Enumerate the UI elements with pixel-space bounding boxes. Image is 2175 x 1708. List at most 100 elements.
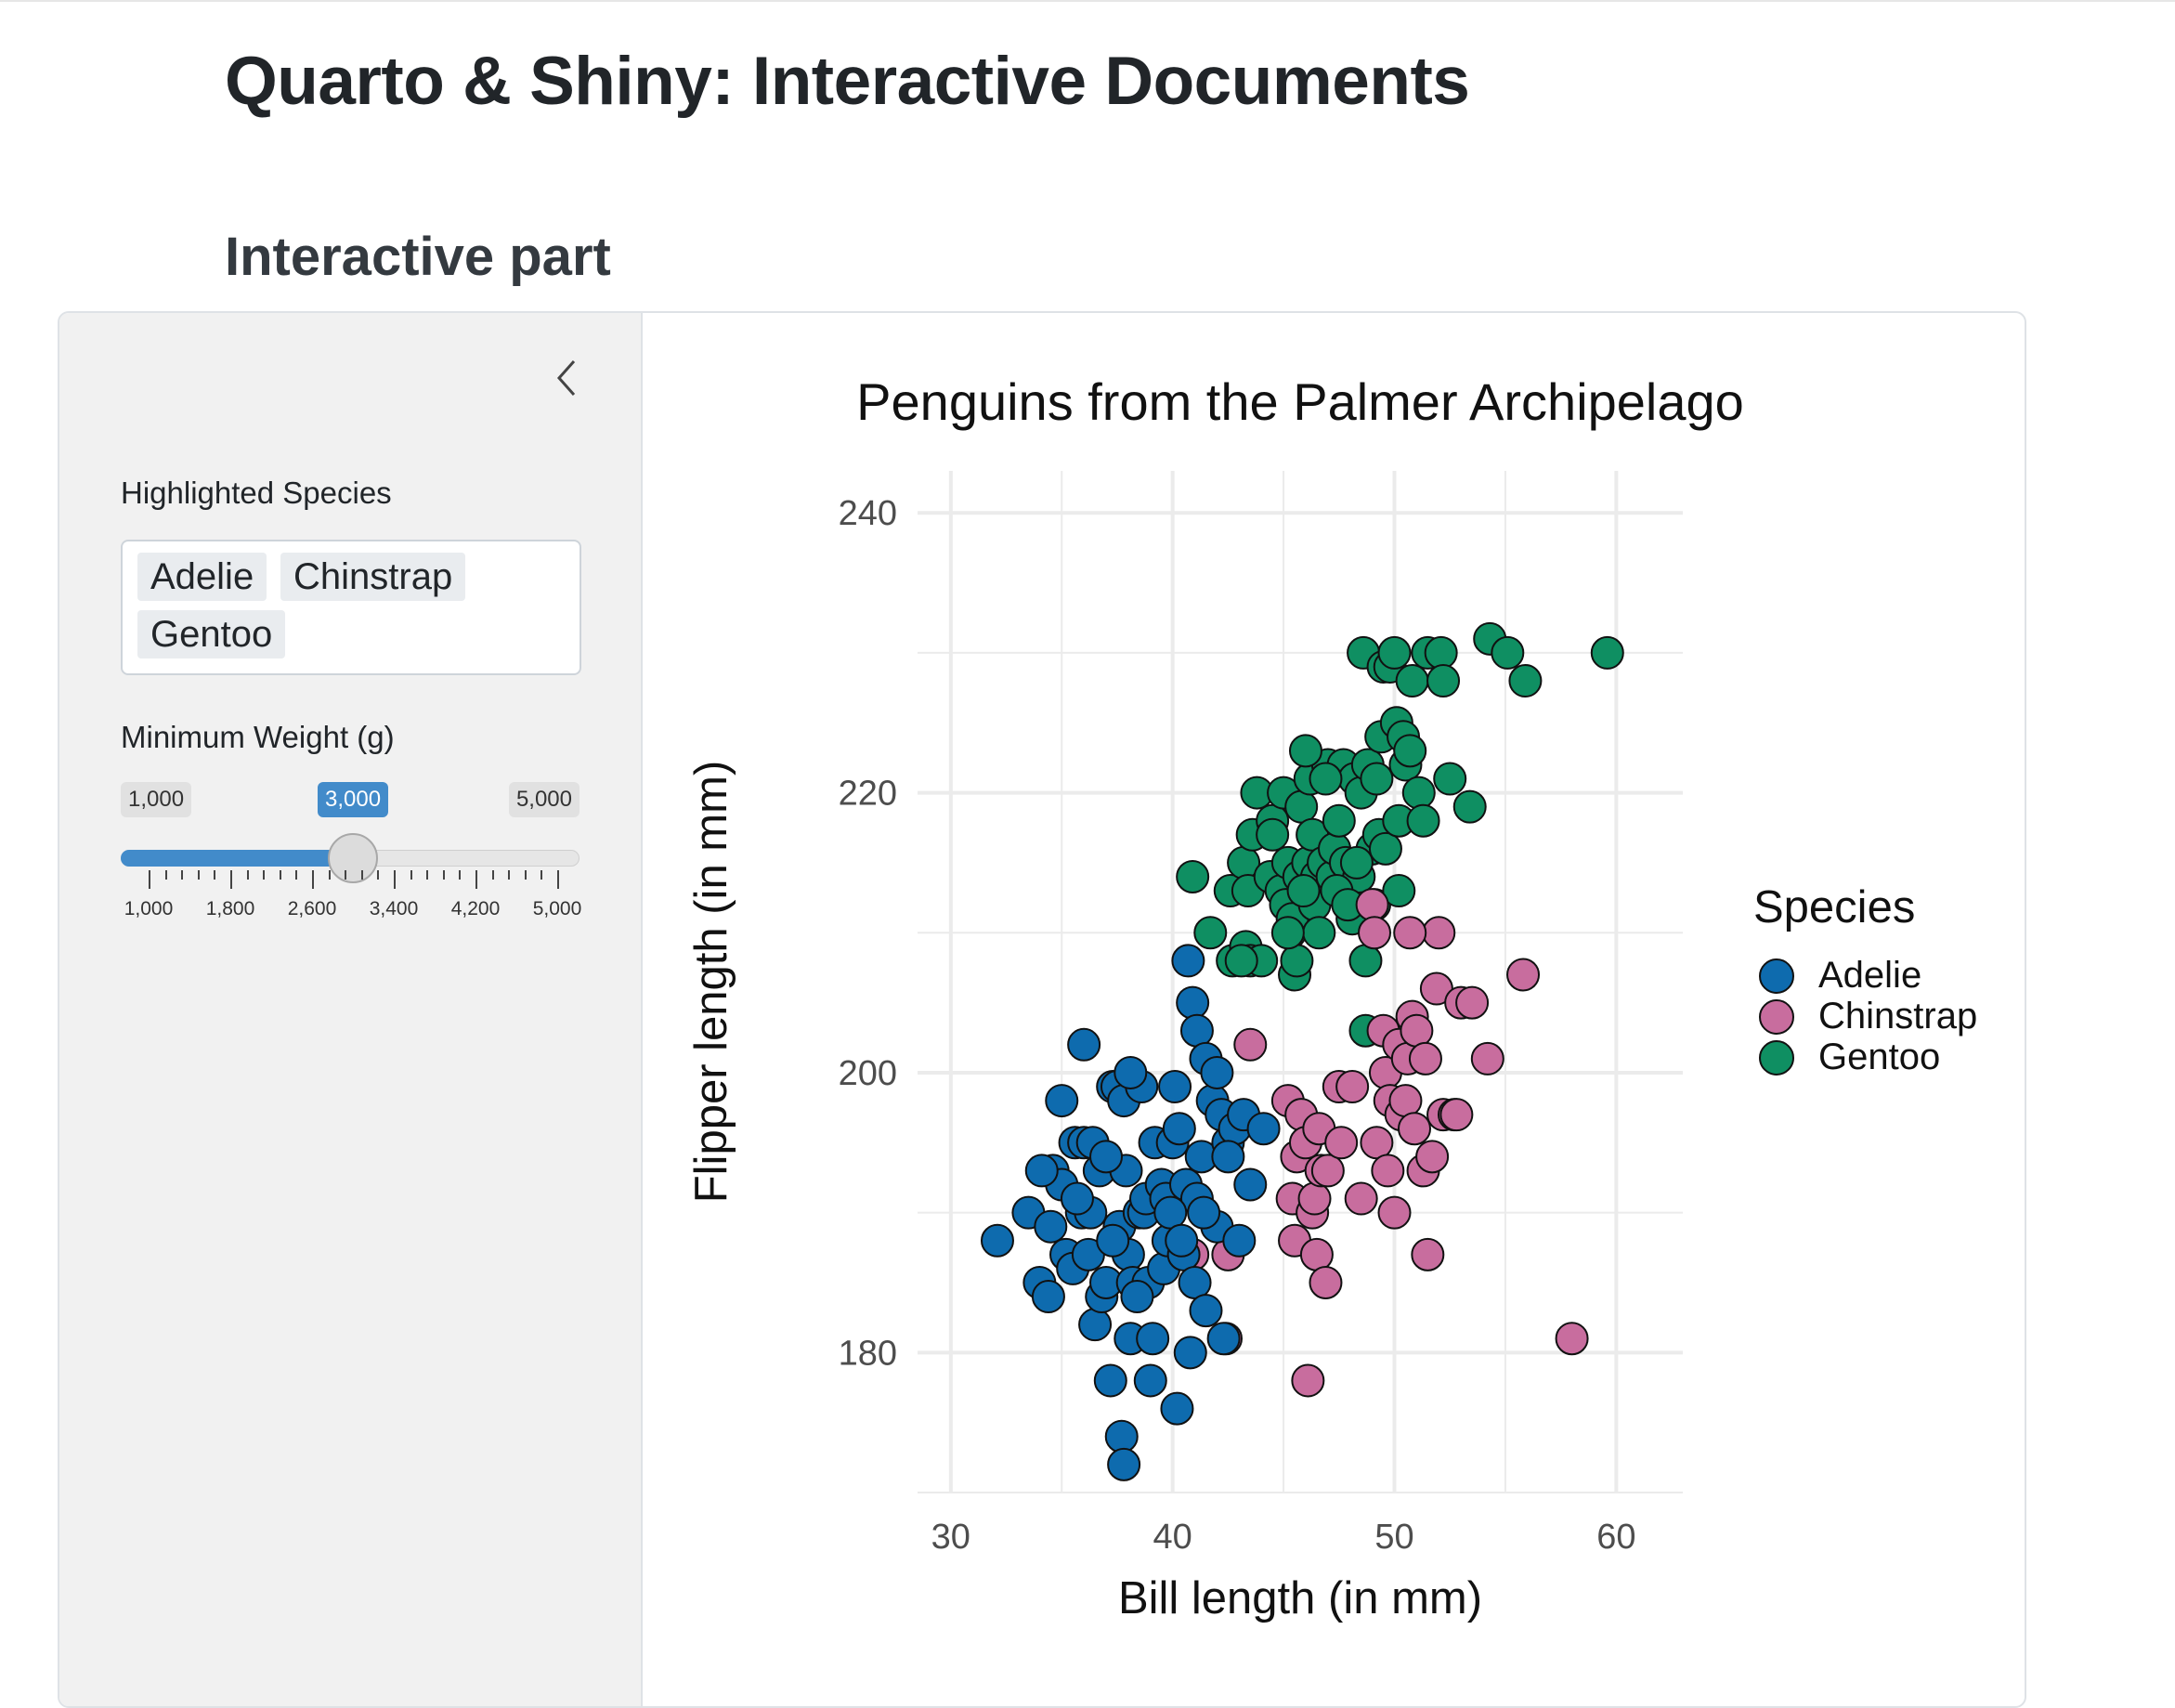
point-gentoo [1193, 916, 1228, 950]
point-gentoo [1224, 944, 1258, 978]
slider-minor-tick [491, 870, 494, 880]
point-gentoo [1491, 635, 1525, 670]
slider-minor-tick [345, 870, 347, 880]
slider-minor-tick [328, 870, 331, 880]
point-chinstrap [1439, 1098, 1474, 1132]
legend-label-gentoo: Gentoo [1818, 1037, 1940, 1077]
point-adelie [1246, 1112, 1281, 1146]
point-chinstrap [1360, 1126, 1394, 1160]
point-adelie [1104, 1419, 1139, 1454]
point-chinstrap [1555, 1322, 1589, 1356]
slider-max-label: 5,000 [508, 782, 580, 817]
point-gentoo [1348, 944, 1383, 978]
point-chinstrap [1299, 1237, 1334, 1271]
slider-tick-label: 3,400 [369, 898, 419, 919]
point-gentoo [1339, 845, 1374, 880]
sidebar: Highlighted Species Adelie Chinstrap Gen… [59, 313, 643, 1706]
point-adelie [1206, 1322, 1241, 1356]
species-select[interactable]: Adelie Chinstrap Gentoo [121, 540, 581, 675]
slider-tick-label: 5,000 [532, 898, 582, 919]
point-chinstrap [1358, 916, 1392, 950]
point-chinstrap [1233, 1027, 1268, 1062]
slider-minor-tick [164, 870, 167, 880]
legend-swatch-chinstrap [1759, 999, 1794, 1035]
sidebar-collapse-button[interactable] [539, 350, 594, 406]
slider-minor-tick [442, 870, 445, 880]
slider-minor-tick [410, 870, 412, 880]
point-chinstrap [1400, 1013, 1434, 1048]
slider-minor-tick [459, 870, 462, 880]
y-tick-label: 220 [839, 775, 897, 814]
slider-minor-tick [377, 870, 380, 880]
species-chip-adelie[interactable]: Adelie [137, 553, 267, 601]
layout-card: Highlighted Species Adelie Chinstrap Gen… [58, 311, 2026, 1708]
species-chip-gentoo[interactable]: Gentoo [137, 610, 286, 658]
weight-label: Minimum Weight (g) [121, 720, 395, 754]
point-gentoo [1280, 944, 1314, 978]
point-gentoo [1322, 803, 1356, 838]
point-adelie [1158, 1070, 1192, 1104]
chevron-left-icon [556, 360, 576, 396]
point-gentoo [1406, 803, 1440, 838]
slider-minor-tick [508, 870, 511, 880]
x-tick-label: 50 [1374, 1518, 1413, 1557]
point-gentoo [1284, 789, 1319, 824]
legend-swatch-gentoo [1759, 1040, 1794, 1076]
top-divider [0, 0, 2175, 2]
point-gentoo [1401, 776, 1436, 810]
slider-handle[interactable] [328, 833, 378, 883]
point-chinstrap [1344, 1181, 1378, 1216]
slider-minor-tick [540, 870, 543, 880]
point-adelie [1187, 1195, 1221, 1230]
slider-minor-tick [524, 870, 527, 880]
point-chinstrap [1310, 1154, 1345, 1188]
point-adelie [1178, 1265, 1212, 1299]
point-chinstrap [1291, 1363, 1325, 1398]
point-chinstrap [1398, 1112, 1432, 1146]
point-gentoo [1377, 635, 1412, 670]
point-gentoo [1256, 817, 1290, 852]
slider-minor-tick [246, 870, 249, 880]
point-gentoo [1395, 664, 1429, 698]
point-chinstrap [1455, 985, 1490, 1020]
point-gentoo [1302, 916, 1336, 950]
slider-major-tick [312, 870, 314, 889]
slider-minor-tick [426, 870, 429, 880]
point-adelie [1171, 944, 1205, 978]
point-chinstrap [1388, 1084, 1423, 1118]
point-chinstrap [1415, 1140, 1450, 1174]
point-chinstrap [1371, 1154, 1405, 1188]
species-label: Highlighted Species [121, 476, 392, 510]
slider-minor-tick [181, 870, 184, 880]
x-tick-label: 40 [1153, 1518, 1192, 1557]
weight-slider[interactable]: 1,000 3,000 5,000 1,000 1,800 2,600 3,400 4,… [121, 782, 582, 921]
point-chinstrap [1411, 1237, 1445, 1271]
chart-title: Penguins from the Palmer Archipelago [856, 372, 1744, 431]
point-gentoo [1360, 762, 1394, 796]
slider-minor-tick [279, 870, 281, 880]
point-gentoo [1286, 874, 1321, 908]
point-adelie [1133, 1363, 1167, 1398]
slider-minor-tick [263, 870, 266, 880]
slider-value-label: 3,000 [318, 782, 389, 817]
point-chinstrap [1309, 1265, 1343, 1299]
point-adelie [1162, 1112, 1196, 1146]
x-tick-label: 60 [1596, 1518, 1635, 1557]
page-title: Quarto & Shiny: Interactive Documents [225, 44, 1470, 119]
point-chinstrap [1422, 916, 1456, 950]
point-adelie [1078, 1308, 1113, 1342]
species-chip-chinstrap[interactable]: Chinstrap [280, 553, 466, 601]
point-adelie [1222, 1223, 1257, 1258]
point-chinstrap [1355, 888, 1389, 922]
point-gentoo [1426, 664, 1461, 698]
point-chinstrap [1506, 958, 1541, 992]
penguin-scatter-chart: 30 40 50 60 180 200 220 240 Penguins from the Pa… [686, 372, 1977, 1623]
slider-major-tick [475, 870, 477, 889]
point-adelie [1089, 1140, 1124, 1174]
point-adelie [1024, 1154, 1059, 1188]
point-adelie [1153, 1195, 1188, 1230]
slider-minor-tick [295, 870, 298, 880]
x-axis-label: Bill length (in mm) [1118, 1573, 1482, 1623]
point-adelie [1096, 1223, 1130, 1258]
point-adelie [1067, 1027, 1101, 1062]
